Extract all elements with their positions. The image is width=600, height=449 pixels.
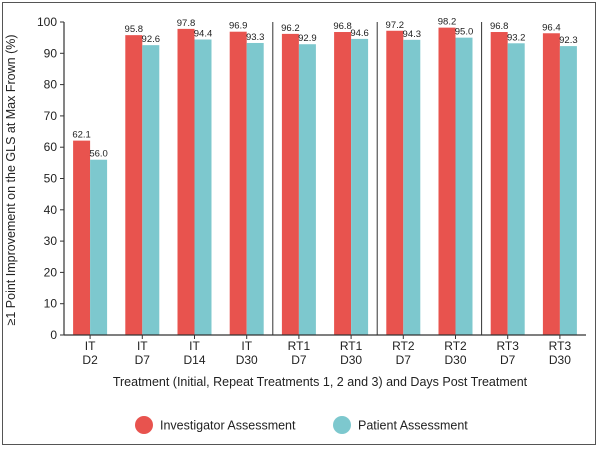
y-tick-label: 30 — [44, 234, 58, 248]
data-label: 94.6 — [350, 28, 369, 39]
data-label: 56.0 — [89, 149, 108, 160]
data-label: 97.2 — [386, 20, 405, 31]
y-axis-title: ≥1 Point Improvement on the GLS at Max F… — [4, 34, 18, 325]
legend: Investigator Assessment Patient Assessme… — [135, 416, 468, 434]
y-tick-label: 10 — [44, 297, 58, 311]
bar-investigator — [177, 28, 195, 336]
legend-label-patient: Patient Assessment — [358, 419, 468, 433]
data-label: 95.0 — [455, 27, 474, 38]
x-tick-label-line2: D30 — [236, 353, 258, 367]
bar-investigator — [438, 27, 456, 335]
bar-patient — [507, 43, 525, 336]
data-label: 96.2 — [281, 23, 300, 34]
legend-swatch-patient — [333, 416, 351, 434]
x-tick-label-line1: RT2 — [392, 339, 415, 353]
bar-investigator — [542, 33, 560, 335]
bar-investigator — [386, 30, 404, 335]
bar-patient — [559, 46, 577, 335]
data-label: 92.6 — [142, 34, 161, 45]
bar-patient — [246, 42, 264, 335]
x-tick-label-line2: D14 — [183, 353, 205, 367]
x-tick-label-line2: D30 — [444, 353, 466, 367]
plot-area: 0 10 20 30 40 50 60 70 80 90 100 62.1 95.8 97.8 96.9 96… — [37, 15, 586, 367]
data-label: 96.4 — [542, 22, 561, 33]
data-label: 93.2 — [507, 32, 526, 43]
data-label: 93.3 — [246, 32, 265, 43]
y-tick-label: 100 — [37, 15, 57, 29]
y-tick-label: 20 — [44, 265, 58, 279]
x-tick-label-line2: D7 — [396, 353, 412, 367]
data-label: 62.1 — [72, 130, 91, 141]
bar-patient — [90, 159, 108, 335]
chart-frame — [2, 2, 596, 445]
y-tick-label: 40 — [44, 203, 58, 217]
bar-patient — [298, 44, 316, 336]
x-tick-label-line1: RT3 — [549, 339, 572, 353]
data-label: 96.8 — [490, 21, 509, 32]
y-tick-label: 50 — [44, 172, 58, 186]
data-label: 96.9 — [229, 21, 248, 32]
bar-patient — [194, 39, 212, 335]
x-tick-label-line2: D2 — [82, 353, 98, 367]
bar-investigator — [490, 32, 508, 336]
x-tick-label-line1: RT1 — [288, 339, 311, 353]
x-tick-label-line2: D7 — [500, 353, 516, 367]
x-tick-label-line1: IT — [241, 339, 252, 353]
data-label: 96.8 — [333, 21, 352, 32]
data-label: 97.8 — [177, 18, 196, 29]
x-tick-label-line1: IT — [85, 339, 96, 353]
x-tick-label-line2: D30 — [549, 353, 571, 367]
x-tick-label-line1: IT — [137, 339, 148, 353]
bar-patient — [403, 39, 421, 335]
bar-investigator — [334, 32, 352, 336]
x-tick-label-line1: RT2 — [444, 339, 467, 353]
bar-patient — [142, 45, 160, 336]
x-tick-label-line2: D30 — [340, 353, 362, 367]
y-tick-label: 60 — [44, 140, 58, 154]
y-tick-label: 70 — [44, 109, 58, 123]
data-label: 92.9 — [298, 33, 317, 44]
data-label: 95.8 — [125, 24, 144, 35]
bar-investigator — [281, 33, 299, 335]
legend-label-investigator: Investigator Assessment — [160, 419, 296, 433]
x-tick-label-line1: RT3 — [496, 339, 519, 353]
x-tick-label-line2: D7 — [135, 353, 151, 367]
y-tick-label: 0 — [50, 328, 57, 342]
y-tick-label: 90 — [44, 46, 58, 60]
x-tick-label-line1: RT1 — [340, 339, 363, 353]
bar-patient — [351, 38, 369, 335]
data-label: 98.2 — [438, 17, 457, 28]
x-tick-label-line1: IT — [189, 339, 200, 353]
x-tick-label-line2: D7 — [291, 353, 307, 367]
bar-investigator — [229, 31, 247, 335]
data-label: 92.3 — [559, 35, 578, 46]
legend-swatch-investigator — [135, 416, 153, 434]
bar-investigator — [125, 35, 143, 336]
bar-patient — [455, 37, 473, 336]
y-tick-label: 80 — [44, 78, 58, 92]
data-label: 94.3 — [403, 29, 422, 40]
x-axis-title: Treatment (Initial, Repeat Treatments 1,… — [113, 375, 528, 389]
bar-investigator — [73, 140, 91, 335]
data-label: 94.4 — [194, 29, 213, 40]
